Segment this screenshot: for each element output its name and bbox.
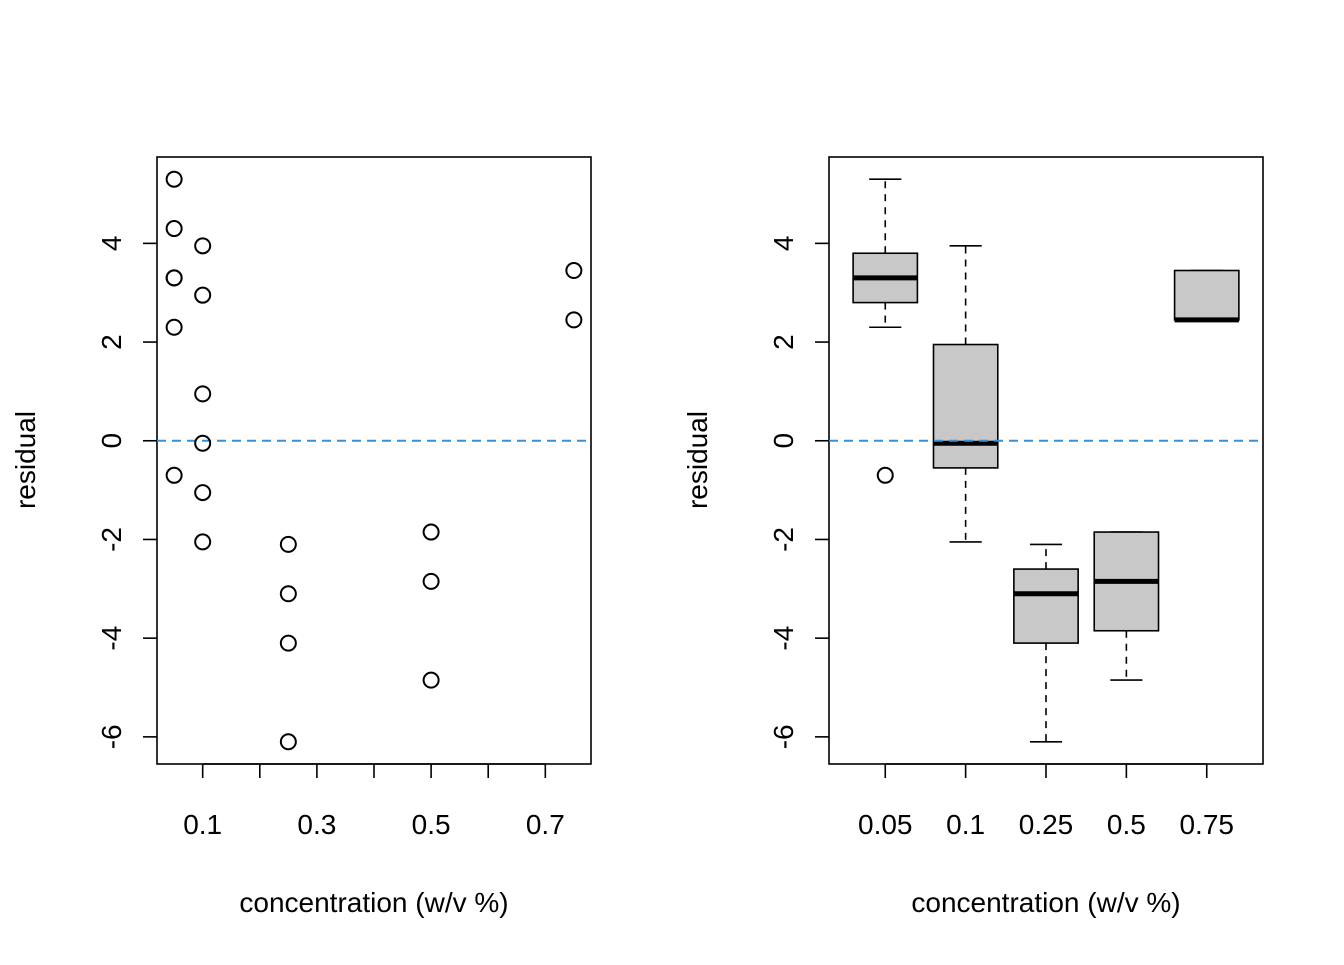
boxplot-x-tick-label: 0.75 xyxy=(1179,809,1234,840)
boxplot-box xyxy=(932,343,999,469)
boxplot-y-tick-label: -2 xyxy=(768,527,799,552)
boxplot-y-tick-label: 2 xyxy=(768,334,799,350)
boxplot-y-tick-label: -6 xyxy=(768,724,799,749)
scatter-y-tick-label: 4 xyxy=(96,236,127,252)
scatter-panel: 0.1 0.3 0.5 0.7 -6 -4 -2 0 2 4 concentration (w/… xyxy=(10,156,592,918)
scatter-x-tick-label: 0.3 xyxy=(297,809,336,840)
scatter-point xyxy=(194,237,212,255)
scatter-point xyxy=(165,466,183,484)
scatter-point xyxy=(565,262,583,280)
boxplot-y-tick-label: -4 xyxy=(768,626,799,651)
scatter-y-tick-label: -4 xyxy=(96,626,127,651)
scatter-point xyxy=(194,434,212,452)
scatter-point xyxy=(279,733,297,751)
scatter-point xyxy=(565,311,583,329)
scatter-y-tick-label: 0 xyxy=(96,433,127,449)
scatter-y-tick-label: 2 xyxy=(96,334,127,350)
scatter-point xyxy=(194,484,212,502)
scatter-y-axis-label: residual xyxy=(10,411,41,509)
boxplot-y-axis: -6 -4 -2 0 2 4 xyxy=(768,236,829,749)
boxplot-y-axis-label: residual xyxy=(682,411,713,509)
boxplot-group xyxy=(1173,269,1240,323)
scatter-point xyxy=(165,269,183,287)
scatter-points xyxy=(165,170,583,751)
boxplot-x-tick-label: 0.1 xyxy=(946,809,985,840)
scatter-point xyxy=(422,523,440,541)
scatter-x-tick-label: 0.5 xyxy=(412,809,451,840)
scatter-y-axis: -6 -4 -2 0 2 4 xyxy=(96,236,157,749)
scatter-plot-frame xyxy=(156,156,592,765)
scatter-x-tick-label: 0.1 xyxy=(183,809,222,840)
scatter-point xyxy=(165,170,183,188)
boxplot-y-tick-label: 4 xyxy=(768,236,799,252)
boxplot-x-tick-label: 0.5 xyxy=(1107,809,1146,840)
boxplot-x-axis: 0.05 0.1 0.25 0.5 0.75 xyxy=(858,763,1234,840)
boxplot-group xyxy=(852,178,919,484)
scatter-point xyxy=(194,385,212,403)
scatter-point xyxy=(279,535,297,553)
boxplot-y-tick-label: 0 xyxy=(768,433,799,449)
boxplot-boxes xyxy=(852,178,1240,743)
scatter-point xyxy=(165,318,183,336)
scatter-point xyxy=(422,572,440,590)
scatter-point xyxy=(194,286,212,304)
boxplot-group xyxy=(1093,531,1160,681)
boxplot-x-tick-label: 0.05 xyxy=(858,809,913,840)
boxplot-group xyxy=(1013,543,1079,743)
boxplot-panel: 0.05 0.1 0.25 0.5 0.75 -6 -4 -2 0 2 4 concentrati… xyxy=(682,156,1264,918)
boxplot-x-tick-label: 0.25 xyxy=(1019,809,1074,840)
scatter-x-tick-label: 0.7 xyxy=(526,809,565,840)
scatter-point xyxy=(165,220,183,238)
boxplot-box xyxy=(1013,568,1079,644)
scatter-point xyxy=(194,533,212,551)
boxplot-box xyxy=(1173,269,1240,321)
scatter-point xyxy=(279,585,297,603)
boxplot-group xyxy=(932,245,999,543)
scatter-x-axis-label: concentration (w/v %) xyxy=(239,887,508,918)
boxplot-x-axis-label: concentration (w/v %) xyxy=(911,887,1180,918)
scatter-y-tick-label: -6 xyxy=(96,724,127,749)
scatter-point xyxy=(422,671,440,689)
scatter-y-tick-label: -2 xyxy=(96,527,127,552)
scatter-point xyxy=(279,634,297,652)
boxplot-outlier xyxy=(876,466,894,484)
scatter-x-axis: 0.1 0.3 0.5 0.7 xyxy=(183,763,565,840)
